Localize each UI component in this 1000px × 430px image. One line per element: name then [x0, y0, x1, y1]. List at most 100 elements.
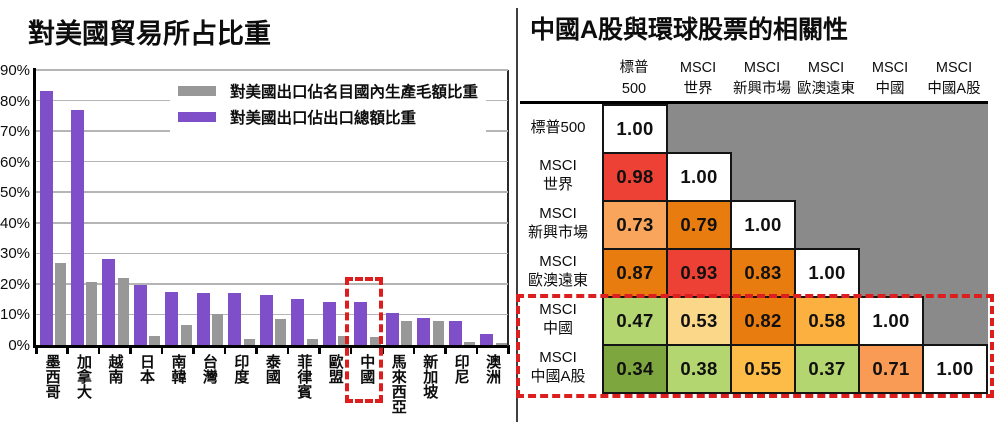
bar-gdp-share	[495, 343, 507, 345]
x-axis-label: 南韓	[162, 354, 193, 384]
bar-chart-legend: 對美國出口佔名目國內生產毛額比重 對美國出口佔出口總額比重	[170, 74, 487, 136]
china-rows-highlight-box	[516, 294, 994, 398]
matrix-cell: 0.37	[794, 344, 860, 394]
x-axis-label: 泰國	[256, 354, 287, 384]
matrix-column-header: MSCI 世界	[679, 59, 717, 98]
x-axis-label-text: 馬來西亞	[389, 354, 407, 414]
x-axis-tick	[475, 348, 479, 354]
bar-export-share	[291, 299, 305, 345]
legend-label-gdp-share: 對美國出口佔名目國內生產毛額比重	[230, 84, 479, 101]
x-axis-label-text: 日本	[137, 354, 155, 384]
bar-gdp-share	[306, 338, 318, 345]
matrix-cell: 1.00	[794, 248, 860, 298]
x-axis-tick	[255, 348, 258, 354]
matrix-header-underline	[520, 101, 988, 104]
matrix-column-header: MSCI 中國	[871, 59, 909, 98]
y-axis-label: 40%	[0, 214, 31, 232]
legend-item-export-share: 對美國出口佔出口總額比重	[178, 104, 478, 130]
bar-gdp-share	[338, 335, 350, 345]
matrix-row-header: MSCI 中國	[539, 301, 577, 337]
matrix-row-header: 標普500	[530, 118, 586, 136]
x-axis-label: 台灣	[193, 354, 224, 384]
x-axis-tick	[349, 348, 353, 354]
matrix-cell: 1.00	[922, 344, 988, 394]
matrix-column-header: 標普 500	[619, 59, 649, 98]
bar-gdp-share	[401, 320, 413, 345]
bar-gdp-share	[275, 319, 287, 345]
bar-export-share	[385, 312, 399, 345]
x-axis-label: 日本	[130, 354, 161, 384]
legend-item-gdp-share: 對美國出口佔名目國內生產毛額比重	[178, 78, 478, 104]
x-axis-tick	[129, 348, 132, 354]
matrix-cell: 0.73	[602, 200, 668, 250]
matrix-empty-region	[666, 104, 988, 154]
y-axis-label: 90%	[0, 62, 31, 79]
matrix-cell: 0.58	[794, 296, 860, 346]
bar-export-share	[322, 302, 336, 345]
bar-export-share	[480, 334, 494, 345]
y-axis-label: 50%	[0, 184, 31, 202]
plot-right-border	[507, 70, 509, 346]
bar-export-share	[102, 259, 116, 345]
x-axis-label-text: 加拿大	[75, 354, 93, 399]
panel-divider	[516, 8, 518, 422]
matrix-cell: 0.38	[666, 344, 732, 394]
y-axis-label: 20%	[0, 275, 31, 293]
bar-gdp-share	[86, 282, 98, 345]
x-axis-label: 印度	[225, 354, 256, 384]
gridline	[36, 160, 508, 163]
x-axis-label-text: 印尼	[452, 354, 470, 384]
matrix-cell: 0.98	[602, 152, 668, 202]
matrix-column-header: MSCI 歐澳遠東	[797, 59, 855, 98]
x-axis-line	[33, 345, 510, 348]
gridline	[36, 69, 508, 71]
bar-gdp-share	[243, 338, 255, 345]
bar-export-share	[417, 317, 431, 345]
y-axis-label: 70%	[0, 123, 31, 141]
legend-label-export-share: 對美國出口佔出口總額比重	[230, 110, 417, 127]
bar-gdp-share	[117, 277, 129, 345]
gridline	[36, 191, 508, 193]
matrix-cell: 0.79	[666, 200, 732, 250]
legend-swatch-purple	[178, 112, 216, 122]
x-axis-tick	[160, 348, 164, 354]
matrix-empty-region	[922, 296, 988, 344]
x-axis-tick	[97, 348, 101, 354]
bar-export-share	[70, 109, 84, 345]
x-axis-label-text: 印度	[232, 354, 250, 384]
x-axis-label: 墨西哥	[36, 354, 67, 399]
x-axis-tick	[223, 348, 227, 354]
bar-gdp-share	[55, 262, 66, 345]
bar-export-share	[133, 285, 147, 345]
x-axis-label: 中國	[351, 354, 382, 384]
matrix-cell: 0.83	[730, 248, 796, 298]
matrix-row-header: MSCI 歐澳遠東	[527, 253, 588, 289]
bar-gdp-share	[464, 341, 476, 345]
gridline	[36, 222, 508, 224]
bar-export-share	[448, 320, 462, 345]
gridline	[36, 252, 508, 255]
bar-export-share	[39, 91, 53, 345]
matrix-cell: 0.34	[602, 344, 668, 394]
matrix-column-header: MSCI 新興市場	[733, 59, 791, 98]
x-axis-label-text: 墨西哥	[43, 354, 61, 399]
matrix-row-header: MSCI 中國A股	[530, 349, 586, 385]
y-axis-label: 30%	[0, 245, 31, 263]
gridline	[36, 283, 508, 285]
x-axis-label-text: 南韓	[169, 354, 187, 384]
x-axis-label: 加拿大	[67, 354, 98, 399]
bar-gdp-share	[432, 320, 444, 345]
bar-export-share	[228, 293, 242, 345]
bar-export-share	[354, 302, 368, 345]
china-category-highlight-box	[344, 277, 384, 403]
x-axis-label: 印尼	[445, 354, 476, 384]
matrix-cell: 1.00	[602, 104, 668, 154]
x-axis-label: 越南	[99, 354, 130, 384]
matrix-empty-region	[730, 152, 988, 202]
x-axis-tick	[444, 348, 447, 354]
bar-gdp-share	[149, 335, 161, 345]
x-axis-tick	[66, 348, 69, 354]
x-axis-label-text: 新加坡	[421, 354, 439, 399]
x-axis-tick	[192, 348, 195, 354]
